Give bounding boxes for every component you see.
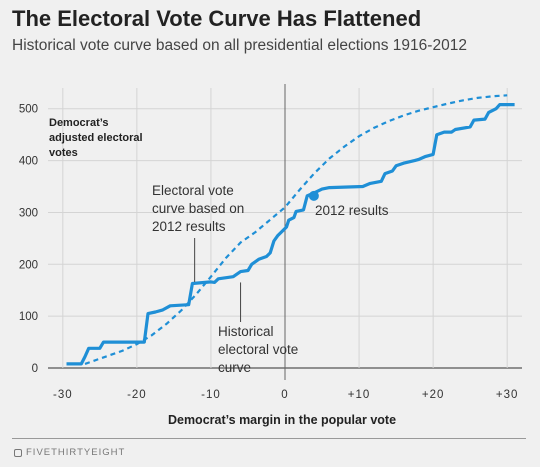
x-tick-label: +20 xyxy=(422,389,445,401)
curve-2012-annotation-line: curve based on xyxy=(152,201,244,216)
historical-curve-line xyxy=(84,94,508,365)
historical-annotation-line: curve xyxy=(218,360,251,375)
curve-2012-line xyxy=(66,103,515,366)
highlight-2012-label: 2012 results xyxy=(315,203,389,218)
y-tick-label: 100 xyxy=(19,311,38,323)
brand-name: FIVETHIRTYEIGHT xyxy=(26,447,126,458)
curve-2012-annotation-line: 2012 results xyxy=(152,219,226,234)
footer-rule xyxy=(12,438,526,439)
y-tick-label: 0 xyxy=(32,363,38,375)
x-tick-label: +10 xyxy=(348,389,371,401)
x-axis-label: Democrat’s margin in the popular vote xyxy=(168,413,396,427)
y-axis-label-line: votes xyxy=(49,147,78,159)
annotation-layer: Democrat’s adjusted electoral votes Elector… xyxy=(49,117,389,375)
curve-2012-annotation-line: Electoral vote xyxy=(152,183,234,198)
x-tick-label: -30 xyxy=(53,389,73,401)
y-tick-label: 300 xyxy=(19,207,38,219)
x-tick-label: 0 xyxy=(281,389,288,401)
y-axis-label-line: Democrat’s xyxy=(49,117,109,129)
y-tick-label: 500 xyxy=(19,104,38,116)
chart-title: The Electoral Vote Curve Has Flattened xyxy=(12,6,422,31)
historical-annotation-line: Historical xyxy=(218,324,274,339)
y-tick-label: 400 xyxy=(19,156,38,168)
chart-subtitle: Historical vote curve based on all presi… xyxy=(12,37,467,54)
historical-annotation-line: electoral vote xyxy=(218,342,298,357)
x-tick-label: -20 xyxy=(127,389,147,401)
annotation-leaders xyxy=(194,238,242,322)
x-tick-labels: -30 -20 -10 0 +10 +20 +30 xyxy=(53,389,519,401)
y-tick-labels: 0 100 200 300 400 500 xyxy=(19,104,38,375)
fivethirtyeight-logo-icon xyxy=(14,448,22,457)
series-layer xyxy=(66,94,515,366)
y-axis-label-line: adjusted electoral xyxy=(49,132,143,144)
highlight-2012-point xyxy=(308,190,319,201)
x-tick-label: -10 xyxy=(201,389,221,401)
y-tick-label: 200 xyxy=(19,259,38,271)
brand-footer: FIVETHIRTYEIGHT xyxy=(14,447,125,458)
x-tick-label: +30 xyxy=(496,389,519,401)
